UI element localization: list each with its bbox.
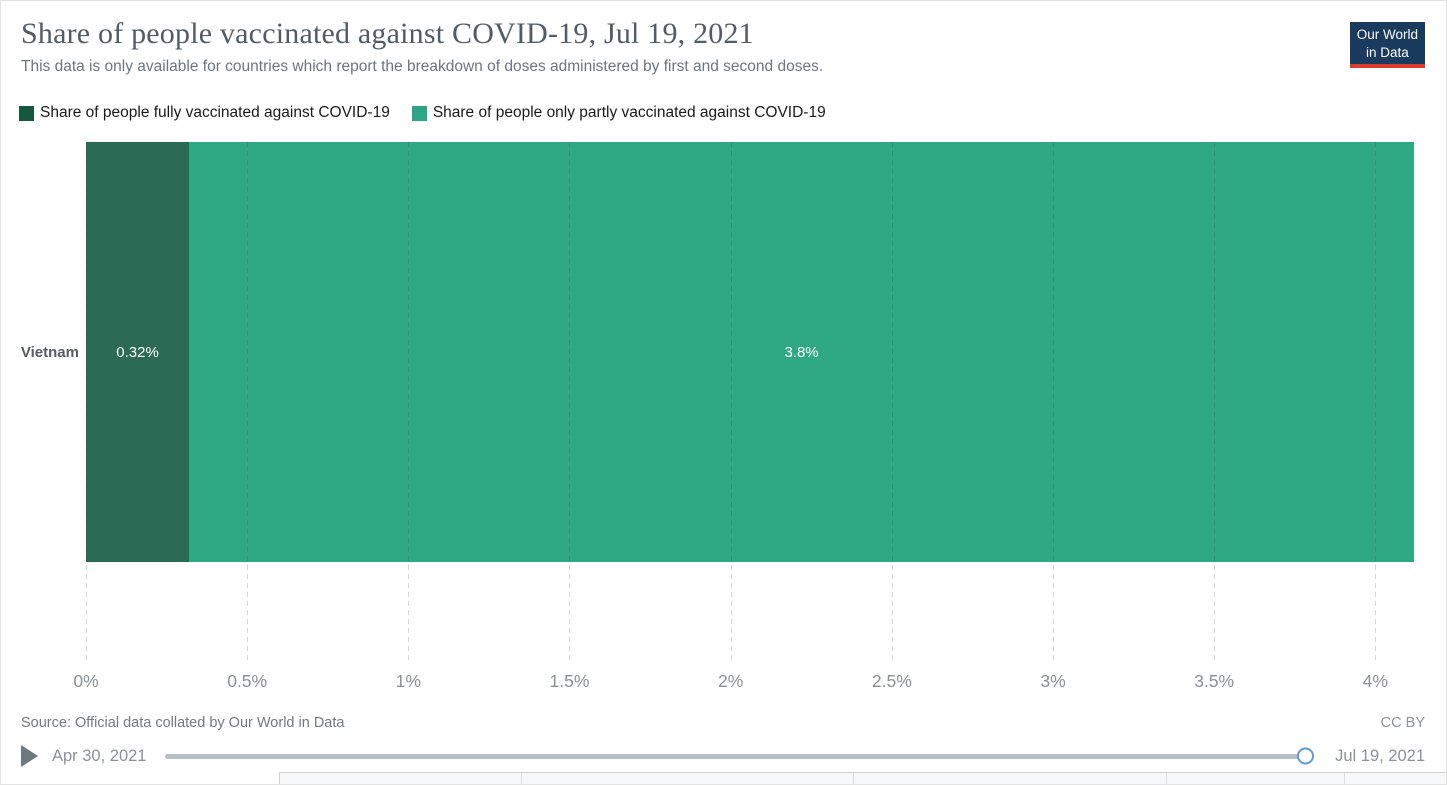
gridline <box>247 142 249 664</box>
cutoff-table-header-row <box>279 772 1446 784</box>
bar-category-label: Vietnam <box>20 343 79 361</box>
bar-value-fully: 0.32% <box>116 343 159 361</box>
timeline-slider-handle[interactable] <box>1297 747 1315 765</box>
timeline-end-date: Jul 19, 2021 <box>1335 746 1425 765</box>
x-tick-label: 2.5% <box>871 671 912 691</box>
gridline <box>1375 142 1377 664</box>
gridline <box>1214 142 1216 664</box>
source-text: Source: Official data collated by Our Wo… <box>21 715 345 731</box>
x-tick-label: 3.5% <box>1194 671 1235 691</box>
chart-plot-region: Vietnam 0.32% 3.8% <box>1 142 1446 664</box>
x-tick-label: 4% <box>1362 671 1388 691</box>
timeline-slider-track[interactable] <box>164 747 1315 765</box>
legend-label-fully: Share of people fully vaccinated against… <box>40 104 390 121</box>
timeline-control: Apr 30, 2021 Jul 19, 2021 <box>21 743 1425 769</box>
table-header-cell <box>853 773 1166 784</box>
x-tick-label: 0% <box>73 671 99 691</box>
x-tick-label: 2% <box>718 671 744 691</box>
table-header-cell <box>1344 773 1446 784</box>
owid-logo[interactable]: Our World in Data <box>1349 22 1425 69</box>
license-link[interactable]: CC BY <box>1380 715 1425 731</box>
x-tick-label: 0.5% <box>227 671 268 691</box>
chart-header: Share of people vaccinated against COVID… <box>21 17 1326 76</box>
gridline <box>408 142 410 664</box>
gridline <box>730 142 732 664</box>
gridline <box>891 142 893 664</box>
table-header-cell <box>1166 773 1344 784</box>
chart-title: Share of people vaccinated against COVID… <box>21 17 754 50</box>
x-tick-label: 1% <box>395 671 421 691</box>
bar-segment-partly-vaccinated[interactable]: 3.8% <box>189 142 1414 562</box>
x-axis: 0% 0.5% 1% 1.5% 2% 2.5% 3% 3.5% 4% <box>73 671 1414 697</box>
table-header-cell <box>521 773 853 784</box>
gridline <box>1052 142 1054 664</box>
legend-swatch-fully-icon <box>19 105 34 121</box>
legend-swatch-partly-icon <box>411 105 427 121</box>
x-tick-label: 3% <box>1040 671 1066 691</box>
owid-logo-line2: in Data <box>1365 44 1409 60</box>
legend-item-fully-vaccinated: Share of people fully vaccinated against… <box>19 104 390 122</box>
stacked-bar: 0.32% 3.8% <box>86 142 1414 562</box>
bar-value-partly: 3.8% <box>784 343 819 361</box>
bar-segment-fully-vaccinated[interactable]: 0.32% <box>86 142 190 562</box>
legend-item-partly-vaccinated: Share of people only partly vaccinated a… <box>411 104 826 122</box>
chart-subtitle: This data is only available for countrie… <box>21 58 824 75</box>
chart-footer: Source: Official data collated by Our Wo… <box>21 715 1425 731</box>
x-tick-label: 1.5% <box>549 671 590 691</box>
timeline-start-date: Apr 30, 2021 <box>52 746 147 765</box>
gridline <box>86 142 87 664</box>
table-header-cell <box>279 773 521 784</box>
legend-label-partly: Share of people only partly vaccinated a… <box>432 104 826 121</box>
owid-logo-line1: Our World <box>1356 27 1418 42</box>
play-icon[interactable] <box>21 745 38 767</box>
gridline <box>569 142 571 664</box>
plot-area: 0.32% 3.8% <box>86 142 1414 664</box>
chart-legend: Share of people fully vaccinated against… <box>19 104 848 122</box>
